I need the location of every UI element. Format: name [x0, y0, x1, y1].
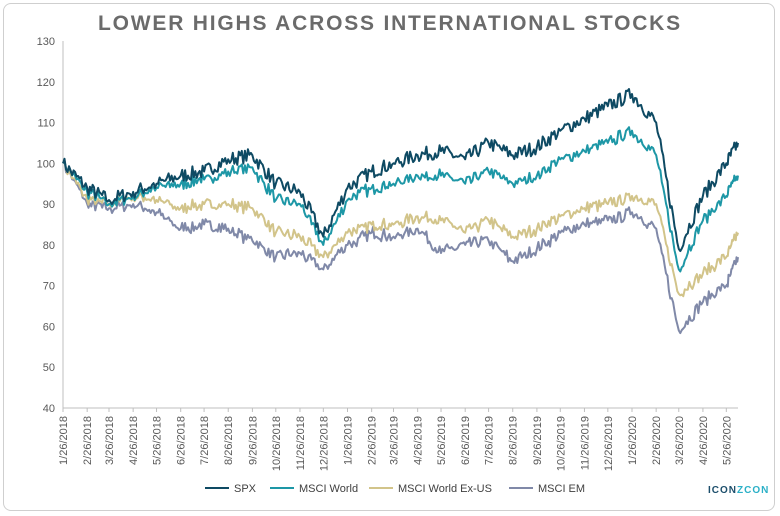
y-axis: 40 50 60 70 80 90 100 110 120 130 — [37, 36, 64, 415]
x-tick-label: 11/26/2018 — [295, 416, 307, 470]
legend-label-msci-em: MSCI EM — [538, 483, 585, 495]
legend-label-msci-world-ex-us: MSCI World Ex-US — [398, 483, 492, 495]
y-tick-label: 80 — [43, 240, 55, 252]
x-tick-label: 3/26/2018 — [104, 416, 116, 465]
chart-title: LOWER HIGHS ACROSS INTERNATIONAL STOCKS — [98, 12, 682, 35]
y-tick-label: 60 — [43, 321, 55, 333]
y-tick-label: 100 — [37, 158, 55, 170]
x-tick-label: 7/26/2018 — [199, 416, 211, 465]
x-tick-label: 8/26/2019 — [508, 416, 520, 465]
y-tick-label: 130 — [37, 36, 55, 48]
x-tick-label: 8/26/2018 — [223, 416, 235, 465]
x-tick-label: 12/26/2019 — [603, 416, 615, 471]
series-lines — [62, 88, 739, 335]
y-tick-label: 110 — [37, 118, 55, 130]
x-tick-label: 9/26/2018 — [247, 416, 259, 465]
legend-label-msci-world: MSCI World — [299, 483, 358, 495]
series-line-spx — [62, 88, 739, 253]
x-tick-label: 5/26/2020 — [721, 416, 733, 465]
x-tick-label: 12/26/2018 — [318, 416, 330, 471]
series-line-msci-world — [62, 126, 739, 273]
logo-text-right: ZCON — [737, 485, 770, 496]
x-tick-label: 5/26/2018 — [152, 416, 164, 465]
x-tick-label: 10/26/2019 — [555, 416, 567, 471]
x-tick-label: 5/26/2019 — [436, 416, 448, 465]
x-tick-label: 2/26/2018 — [82, 416, 94, 465]
x-tick-label: 11/26/2019 — [579, 416, 591, 470]
x-tick-label: 7/26/2019 — [484, 416, 496, 465]
x-tick-label: 2/26/2019 — [367, 416, 379, 465]
x-tick-label: 1/26/2019 — [342, 416, 354, 465]
x-tick-label: 6/26/2019 — [460, 416, 472, 465]
x-tick-label: 4/26/2018 — [128, 416, 140, 465]
x-axis: 1/26/2018 2/26/2018 3/26/2018 4/26/2018 5/26… — [58, 407, 738, 471]
x-tick-label: 10/26/2018 — [271, 416, 283, 471]
y-tick-label: 70 — [43, 281, 55, 293]
x-tick-label: 4/26/2020 — [698, 416, 710, 465]
chart-frame — [3, 3, 775, 511]
y-tick-label: 40 — [43, 403, 55, 415]
series-line-msci-world-ex-us — [62, 159, 739, 298]
x-tick-label: 1/26/2018 — [58, 416, 70, 465]
y-tick-label: 90 — [43, 199, 55, 211]
x-tick-label: 3/26/2020 — [674, 416, 686, 465]
x-tick-label: 2/26/2020 — [651, 416, 663, 465]
x-tick-label: 9/26/2019 — [532, 416, 544, 465]
x-tick-label: 1/26/2020 — [627, 416, 639, 465]
y-tick-label: 50 — [43, 362, 55, 374]
series-line-msci-em — [62, 159, 739, 335]
logo-text-left: ICON — [708, 485, 737, 496]
x-tick-label: 6/26/2018 — [176, 416, 188, 465]
x-tick-label: 4/26/2019 — [413, 416, 425, 465]
legend-label-spx: SPX — [234, 483, 257, 495]
legend: SPX MSCI World MSCI World Ex-US MSCI EM — [205, 483, 585, 495]
y-tick-label: 120 — [37, 77, 55, 89]
x-tick-label: 3/26/2019 — [388, 416, 400, 465]
brand-logo: ICONZCON — [708, 485, 769, 496]
